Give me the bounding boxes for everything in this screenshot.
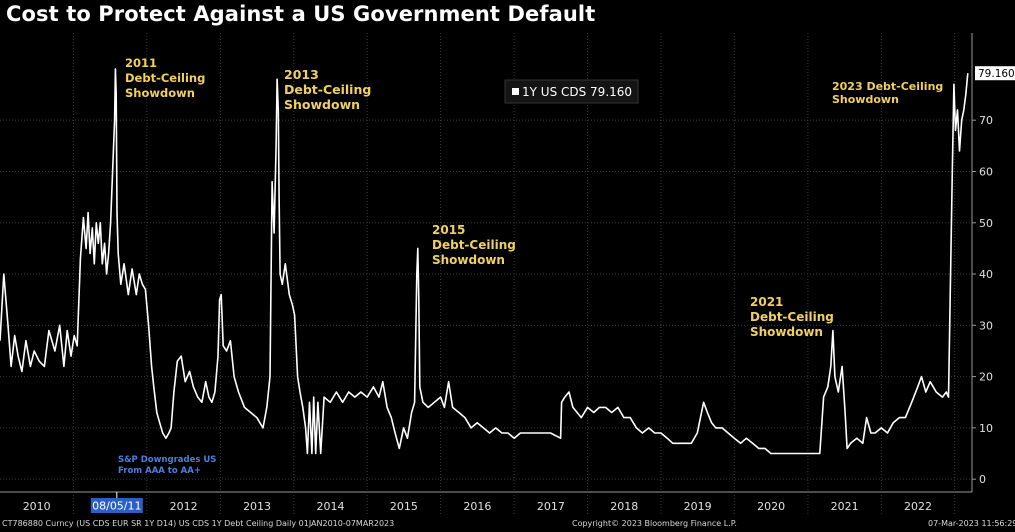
legend-entry: 1Y US CDS 79.160 [522, 85, 632, 99]
x-tick-label: 2010 [23, 500, 51, 513]
last-value-label: 79.160 [978, 68, 1015, 80]
annotation-line: S&P Downgrades US [118, 455, 216, 465]
annotation-line: 2011 [125, 56, 157, 70]
x-tick-label: 2020 [757, 500, 785, 513]
x-tick-label: 2014 [316, 500, 344, 513]
legend: 1Y US CDS 79.160 [504, 79, 639, 104]
y-tick-label: 50 [979, 217, 993, 230]
x-tick-label: 2018 [610, 500, 638, 513]
x-axis: 2010201120122013201420152016201720182019… [23, 492, 932, 513]
annotation-line: Showdown [832, 93, 899, 106]
annotation-line: Debt-Ceiling [750, 310, 834, 324]
y-tick-label: 20 [979, 371, 993, 384]
y-tick-label: 60 [979, 165, 993, 178]
annotation-line: Debt-Ceiling [125, 71, 205, 85]
footer-timestamp: 07-Mar-2023 11:56:29 [928, 519, 1015, 528]
annotation-line: Showdown [125, 86, 195, 100]
annotation-line: Showdown [284, 97, 360, 112]
series-line-1y-us-cds [0, 68, 969, 455]
y-tick-label: 70 [979, 114, 993, 127]
series-group: 79.160 [0, 66, 1015, 455]
x-tick-label: 2012 [170, 500, 198, 513]
last-value-box [975, 66, 1015, 81]
annotation-line: From AAA to AA+ [118, 466, 201, 476]
x-tick-label: 2015 [390, 500, 418, 513]
legend-swatch [512, 88, 519, 95]
cursor-date-label: 08/05/11 [92, 500, 141, 513]
annotation-line: Debt-Ceiling [284, 82, 371, 97]
annotation-line: 2023 Debt-Ceiling [832, 80, 943, 93]
annotation-line: 2013 [284, 67, 319, 82]
x-tick-label: 2019 [684, 500, 712, 513]
annotations: 2011Debt-CeilingShowdown2013Debt-Ceiling… [118, 56, 943, 476]
y-axis: 0 10 20 30 40 50 60 70 [972, 114, 993, 486]
annotation-line: Showdown [750, 325, 823, 339]
y-tick-label: 30 [979, 319, 993, 332]
y-tick-label: 0 [979, 473, 986, 486]
x-tick-label: 2022 [904, 500, 932, 513]
x-tick-label: 2021 [831, 500, 859, 513]
chart-title: Cost to Protect Against a US Government … [6, 2, 596, 26]
x-tick-label: 2017 [537, 500, 565, 513]
y-tick-label: 40 [979, 268, 993, 281]
y-tick-label: 10 [979, 422, 993, 435]
x-tick-label: 2013 [243, 500, 271, 513]
legend-box [504, 79, 639, 104]
annotation-line: 2021 [750, 295, 783, 309]
footer-source: CT786880 Curncy (US CDS EUR SR 1Y D14) U… [2, 519, 395, 528]
cursor-date-box [90, 498, 143, 513]
annotation-line: Debt-Ceiling [432, 238, 516, 252]
annotation-line: Showdown [432, 253, 505, 267]
footer-copyright: Copyright© 2023 Bloomberg Finance L.P. [572, 519, 737, 528]
grid-lines [0, 33, 973, 514]
annotation-line: 2015 [432, 223, 465, 237]
x-tick-label: 2016 [463, 500, 491, 513]
